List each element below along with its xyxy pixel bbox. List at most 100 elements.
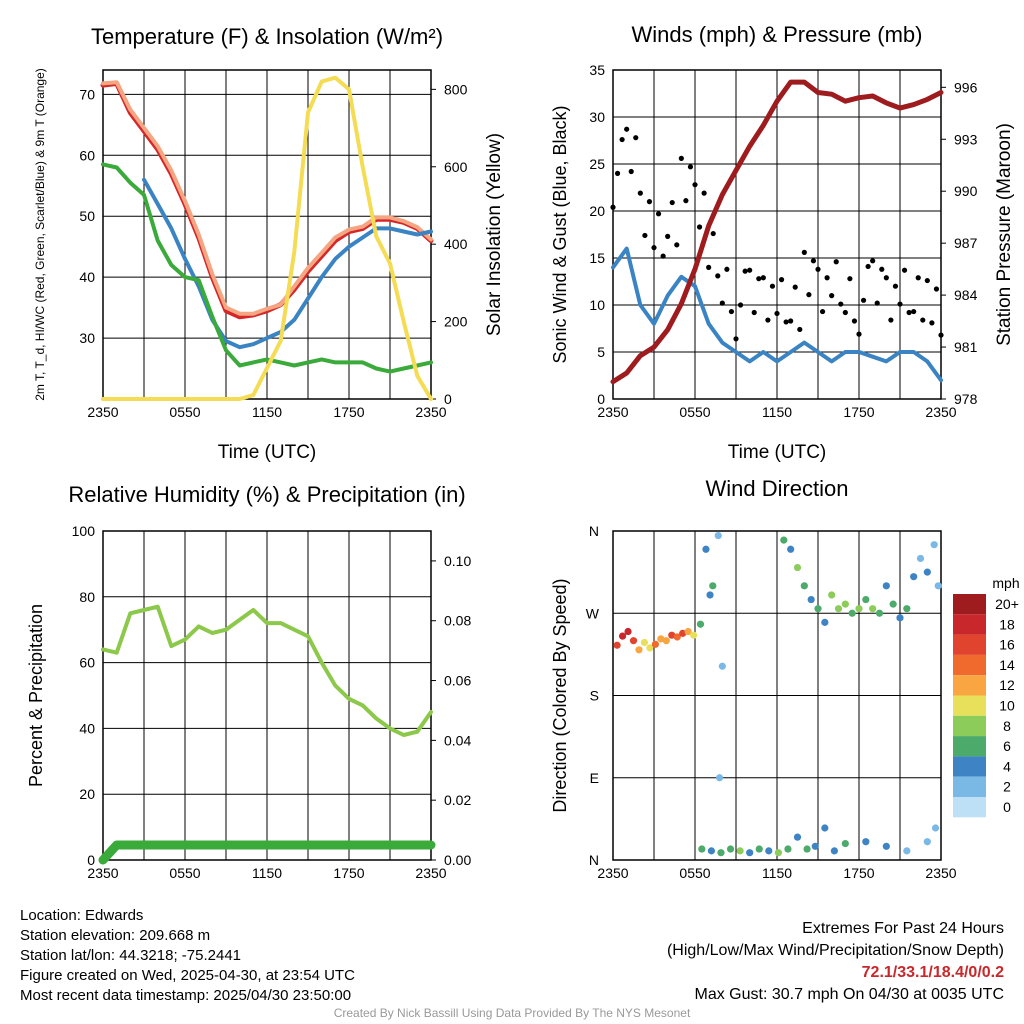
direction-point: [830, 847, 839, 855]
x-tick-label: 2350: [925, 865, 956, 881]
station-elevation: Station elevation: 209.668 m: [20, 927, 211, 944]
y-tick-label-right: 0.00: [444, 852, 471, 868]
y-tick-label: 60: [79, 147, 95, 163]
legend-label: 6: [1003, 738, 1011, 754]
direction-point: [862, 838, 870, 846]
gust-point: [701, 190, 707, 196]
y-tick-label: 30: [79, 330, 95, 346]
station-location: Location: Edwards: [20, 907, 144, 924]
direction-point: [716, 774, 724, 782]
gust-point: [815, 266, 821, 272]
direction-point: [717, 849, 725, 857]
x-tick-label: 1750: [843, 865, 874, 881]
gust-point: [911, 308, 917, 315]
direction-point: [828, 591, 836, 599]
y-tick-label: S: [590, 688, 599, 704]
y-axis-label-left: Percent & Precipitation: [26, 604, 46, 787]
x-tick-label: 0550: [679, 865, 710, 881]
series-line: [101, 80, 433, 316]
direction-point: [923, 568, 931, 576]
gust-point: [920, 317, 926, 323]
direction-point: [718, 662, 726, 670]
gust-point: [765, 317, 771, 323]
panel-rh: Relative Humidity (%) & Precipitation (i…: [26, 482, 471, 881]
panel-title: Relative Humidity (%) & Precipitation (i…: [68, 482, 465, 507]
gust-point: [660, 253, 666, 259]
direction-point: [803, 845, 811, 853]
y-tick-label: 35: [589, 62, 605, 78]
direction-point: [706, 591, 714, 599]
direction-point: [903, 605, 911, 613]
y-tick-label: 15: [589, 250, 605, 266]
direction-point: [679, 629, 687, 637]
legend-swatch: [953, 634, 986, 655]
plot-frame: [612, 69, 942, 400]
legend-label: 14: [999, 657, 1015, 673]
station-latlon: Station lat/lon: 44.3218; -75.2441: [20, 947, 242, 964]
gust-point: [751, 309, 757, 316]
direction-point: [784, 845, 792, 853]
station-info: Location: Edwards Station elevation: 209…: [20, 906, 355, 1006]
legend-swatch: [953, 756, 986, 777]
y-tick-label-right: 0.06: [444, 673, 471, 689]
x-tick-label: 2350: [87, 865, 118, 881]
plot-frame: [612, 530, 942, 861]
x-axis-label: Time (UTC): [728, 442, 827, 463]
direction-point: [613, 641, 621, 649]
series-line: [142, 177, 433, 350]
x-tick-label: 0550: [679, 404, 710, 420]
y-tick-label-right: 0.08: [444, 613, 471, 629]
y-tick-label: 25: [589, 156, 605, 172]
direction-point: [821, 824, 829, 832]
panel-temp: Temperature (F) & Insolation (W/m²) 30 40 5…: [33, 24, 505, 463]
y-tick-label-right: 987: [954, 235, 978, 251]
gust-point: [865, 263, 871, 270]
x-tick-label: 1150: [252, 404, 282, 420]
max-gust: Max Gust: 30.7 mph On 04/30 at 0035 UTC: [694, 986, 1005, 1003]
direction-point: [774, 849, 782, 857]
panel-wind: Winds (mph) & Pressure (mb) 0 5 10 15 20 25 30 3…: [550, 22, 1015, 463]
gust-point: [915, 275, 921, 281]
direction-point: [707, 847, 716, 855]
gust-point: [633, 135, 639, 141]
y-tick-label: 70: [79, 86, 95, 102]
direction-point: [855, 605, 863, 613]
y-axis-label-right: Solar Insolation (Yellow): [484, 133, 505, 336]
legend-label: 12: [999, 677, 1015, 693]
y-tick-label: 30: [589, 109, 605, 125]
y-tick-label: 50: [79, 208, 95, 224]
extremes-subtitle: (High/Low/Max Wind/Precipitation/Snow De…: [666, 942, 1004, 959]
y-tick-label: N: [589, 852, 599, 868]
legend-label: 10: [999, 698, 1015, 714]
y-tick-label-right: 0.10: [444, 553, 471, 569]
direction-point: [807, 595, 815, 604]
x-tick-label: 1150: [762, 404, 792, 420]
direction-point: [618, 632, 627, 640]
direction-point: [841, 600, 849, 608]
y-tick-label: 20: [589, 203, 605, 219]
direction-point: [848, 609, 856, 617]
direction-point: [793, 833, 802, 841]
y-tick-label: 40: [79, 720, 95, 736]
gust-point: [774, 310, 780, 317]
series-line: [98, 840, 436, 865]
gust-point: [897, 301, 903, 307]
gust-point: [756, 276, 762, 282]
direction-point: [896, 614, 904, 622]
x-tick-label: 1150: [252, 865, 282, 881]
gust-point: [687, 164, 694, 170]
direction-point: [800, 582, 808, 590]
direction-point: [690, 631, 698, 639]
direction-point: [931, 824, 940, 832]
direction-point: [726, 845, 735, 853]
extremes-title: Extremes For Past 24 Hours: [802, 920, 1004, 937]
direction-point: [651, 640, 659, 648]
gust-point: [696, 224, 703, 230]
figure-created: Figure created on Wed, 2025-04-30, at 23…: [20, 967, 355, 984]
direction-point: [668, 631, 676, 639]
legend-swatch: [953, 654, 986, 676]
gust-point: [674, 242, 680, 248]
series-line: [101, 604, 433, 737]
